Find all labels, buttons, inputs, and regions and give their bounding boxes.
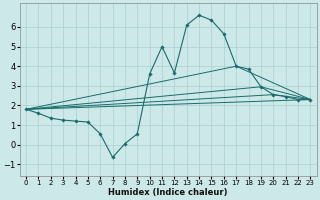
X-axis label: Humidex (Indice chaleur): Humidex (Indice chaleur)	[108, 188, 228, 197]
